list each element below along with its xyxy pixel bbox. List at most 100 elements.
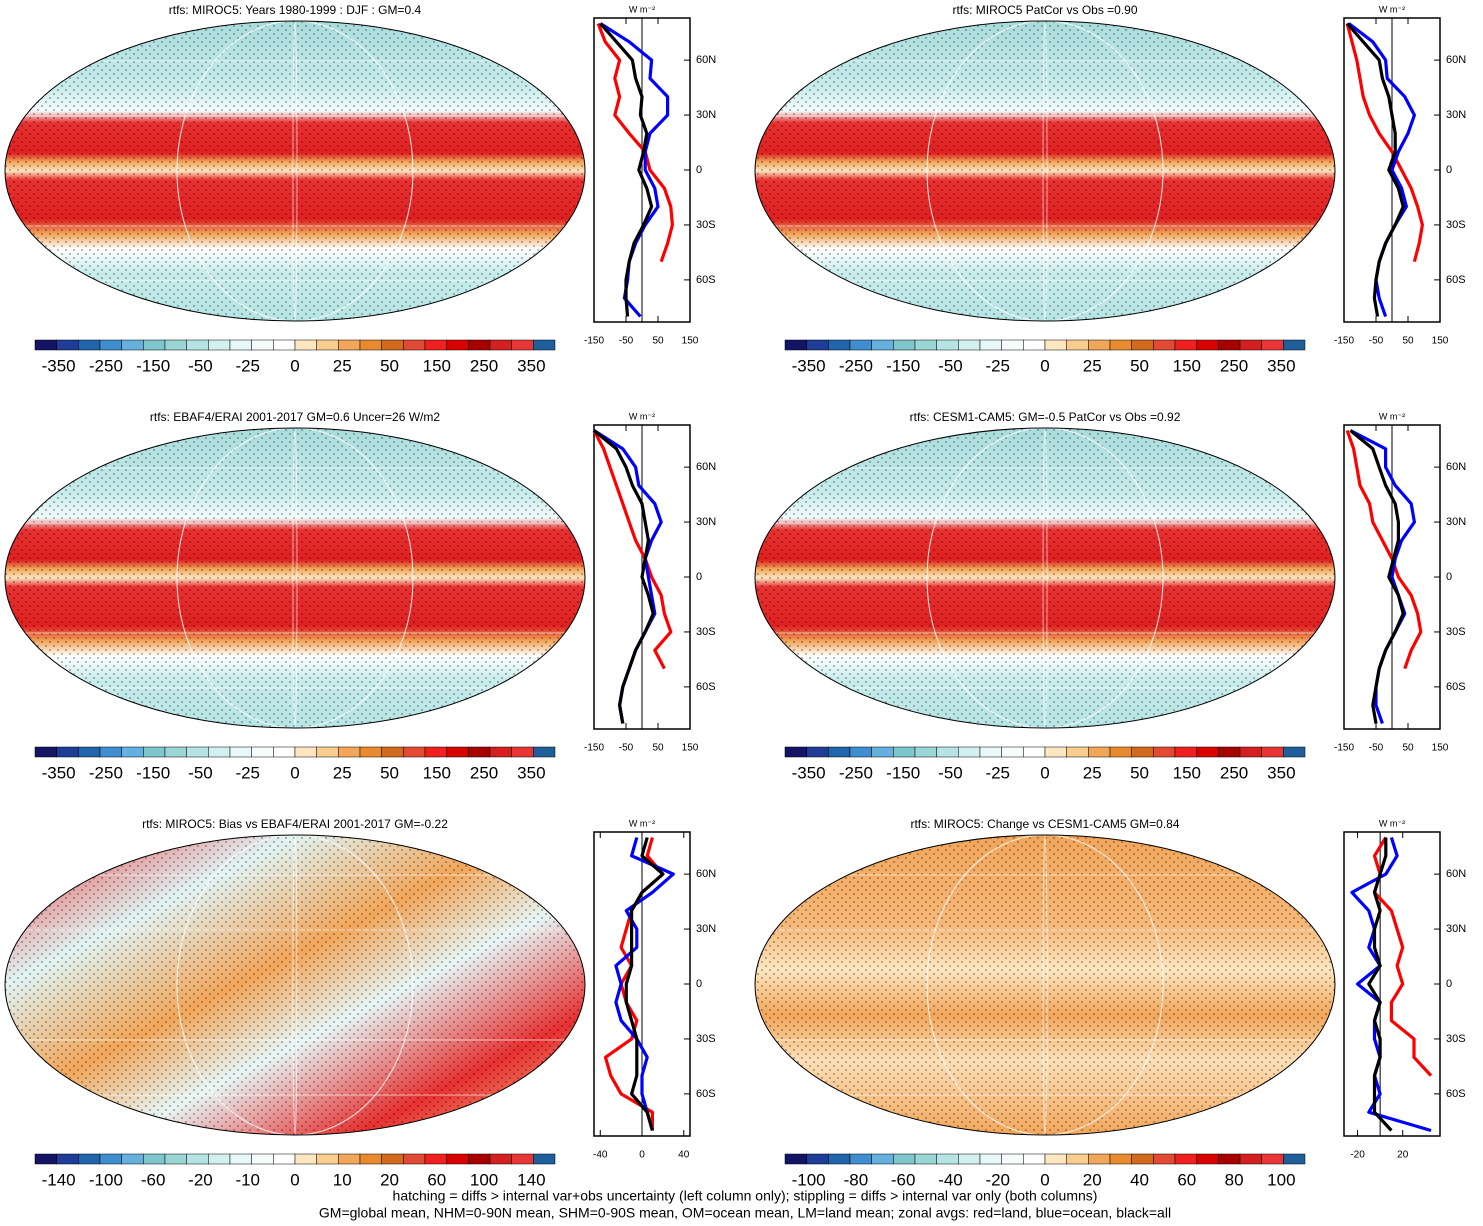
colorbar-box (121, 746, 144, 758)
y-tick-label: 60S (696, 681, 716, 693)
y-tick-label: 30N (696, 923, 716, 935)
colorbar-box (403, 1153, 426, 1165)
colorbar-box (1283, 1153, 1306, 1165)
x-tick-label: -150 (1334, 743, 1354, 754)
colorbar-label: 0 (1040, 356, 1049, 375)
y-tick-label: 60N (1446, 461, 1466, 473)
colorbar-box (316, 339, 339, 351)
x-tick-label: 50 (652, 743, 664, 754)
colorbar-label: -250 (839, 763, 873, 782)
colorbar-box (958, 339, 981, 351)
y-tick-label: 30S (696, 219, 716, 231)
y-tick-label: 60S (1446, 681, 1466, 693)
colorbar-box (1131, 746, 1154, 758)
y-tick-label: 30N (696, 109, 716, 121)
colorbar-label: 0 (290, 1170, 299, 1189)
colorbar-box (424, 1153, 447, 1165)
map-stippling (755, 835, 1335, 1135)
colorbar-box (251, 746, 274, 758)
colorbar-box (936, 339, 959, 351)
colorbar-box (338, 339, 361, 351)
colorbar-box (1283, 339, 1306, 351)
colorbar-box (1001, 746, 1024, 758)
colorbar-label: 0 (290, 356, 299, 375)
colorbar-label: 20 (1083, 1170, 1102, 1189)
colorbar-box (979, 1153, 1002, 1165)
colorbar-box (1261, 1153, 1284, 1165)
colorbar-box (1066, 1153, 1089, 1165)
y-tick-label: 0 (696, 978, 702, 990)
colorbar-box (979, 339, 1002, 351)
colorbar-box (1239, 1153, 1262, 1165)
x-tick-label: -150 (584, 336, 604, 347)
colorbar-label: -150 (886, 356, 920, 375)
y-tick-label: 30S (1446, 1033, 1466, 1045)
colorbar-box (1066, 339, 1089, 351)
colorbar-box (78, 339, 101, 351)
colorbar-box (143, 746, 166, 758)
panel: rtfs: CESM1-CAM5: GM=-0.5 PatCor vs Obs … (754, 410, 1466, 782)
x-tick-label: -150 (584, 743, 604, 754)
y-tick-label: 30S (696, 626, 716, 638)
colorbar-box (958, 746, 981, 758)
colorbar-box (828, 339, 851, 351)
colorbar-label: -60 (891, 1170, 916, 1189)
colorbar-label: 0 (290, 763, 299, 782)
colorbar-label: -60 (141, 1170, 166, 1189)
colorbar-box (914, 1153, 937, 1165)
colorbar-box (143, 1153, 166, 1165)
panel-title: rtfs: MIROC5: Years 1980-1999 : DJF : GM… (169, 3, 422, 17)
colorbar-box (1261, 339, 1284, 351)
colorbar-box (208, 746, 231, 758)
colorbar-box (403, 339, 426, 351)
panel: rtfs: MIROC5: Years 1980-1999 : DJF : GM… (4, 3, 716, 375)
colorbar-label: 250 (470, 763, 498, 782)
colorbar-label: 350 (1267, 763, 1295, 782)
colorbar-box (784, 746, 807, 758)
x-tick-label: -50 (1369, 336, 1384, 347)
colorbar-label: -50 (938, 356, 963, 375)
colorbar-label: -25 (235, 763, 260, 782)
colorbar-box (164, 1153, 187, 1165)
colorbar-box (316, 746, 339, 758)
colorbar-box (1283, 746, 1306, 758)
colorbar-box (806, 1153, 829, 1165)
y-tick-label: 30N (696, 516, 716, 528)
colorbar-box (849, 339, 872, 351)
colorbar-label: 350 (517, 356, 545, 375)
x-axis-label: W m⁻² (629, 818, 655, 828)
colorbar-box (273, 746, 296, 758)
colorbar-box (56, 1153, 79, 1165)
colorbar-label: 25 (333, 763, 352, 782)
colorbar-box (1023, 339, 1046, 351)
colorbar-label: -100 (89, 1170, 123, 1189)
zonal-line (624, 837, 665, 1131)
colorbar-box (489, 1153, 512, 1165)
colorbar-box (1044, 339, 1067, 351)
colorbar-box (1174, 1153, 1197, 1165)
x-tick-label: 50 (1402, 743, 1414, 754)
colorbar-label: 50 (1130, 763, 1149, 782)
colorbar-box (273, 1153, 296, 1165)
y-tick-label: 30S (696, 1033, 716, 1045)
panel: rtfs: MIROC5 PatCor vs Obs =0.90 W m⁻² 60N… (754, 3, 1466, 375)
colorbar-label: -50 (188, 763, 213, 782)
colorbar-label: 250 (1220, 763, 1248, 782)
zonal-line (614, 837, 675, 1131)
map-stippling (755, 428, 1335, 728)
y-tick-label: 30N (1446, 516, 1466, 528)
colorbar-box (229, 746, 252, 758)
colorbar-box (208, 1153, 231, 1165)
colorbar-label: 140 (517, 1170, 545, 1189)
colorbar-box (806, 746, 829, 758)
colorbar-box (979, 746, 1002, 758)
colorbar-label: 20 (380, 1170, 399, 1189)
colorbar-box (489, 339, 512, 351)
y-tick-label: 30N (1446, 923, 1466, 935)
colorbar-label: -80 (844, 1170, 869, 1189)
colorbar-label: -50 (938, 763, 963, 782)
colorbar-label: -350 (792, 763, 826, 782)
colorbar-box (186, 339, 209, 351)
colorbar-box (1131, 339, 1154, 351)
